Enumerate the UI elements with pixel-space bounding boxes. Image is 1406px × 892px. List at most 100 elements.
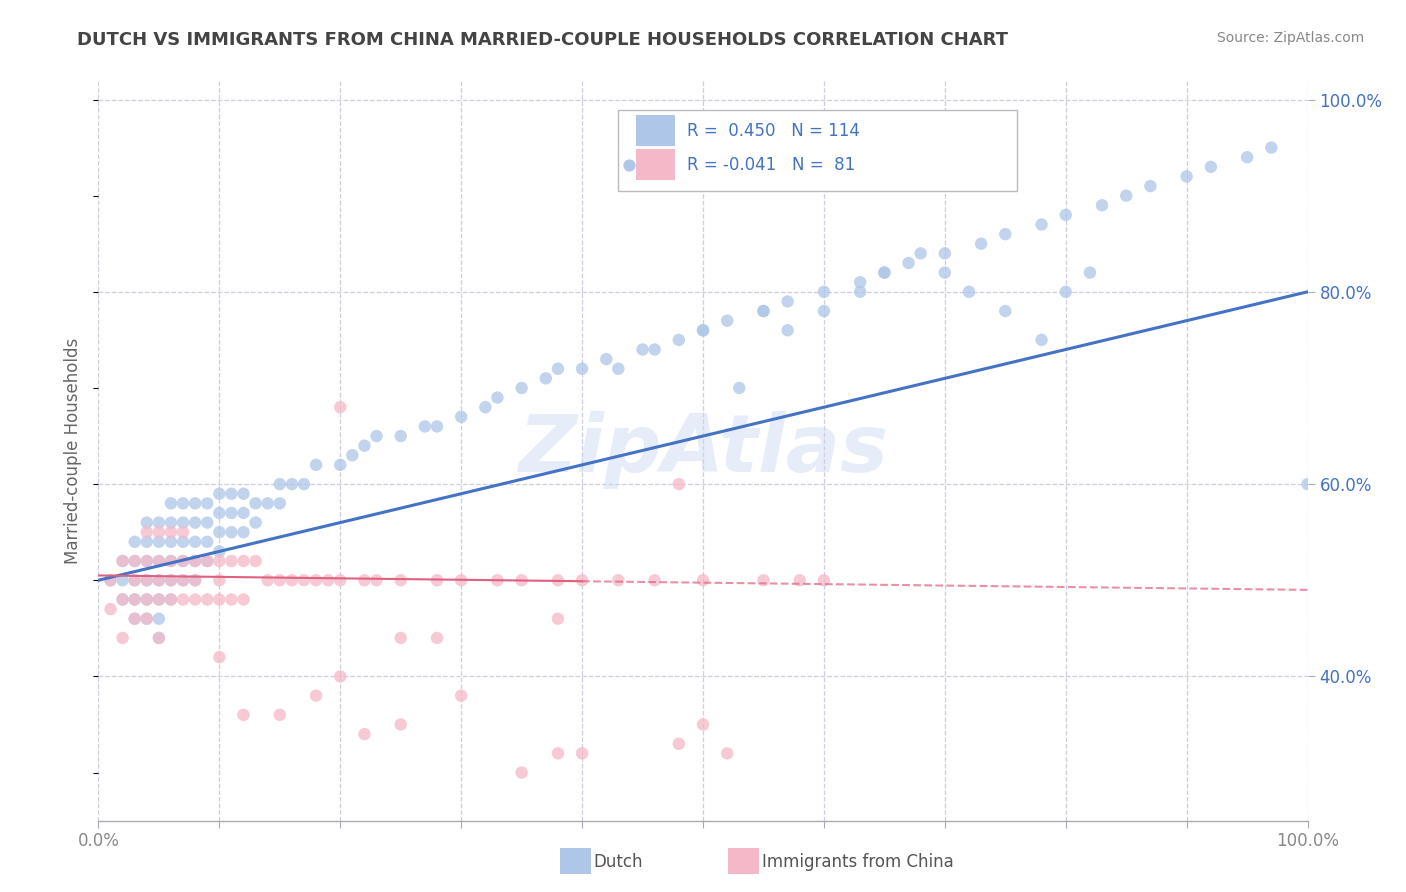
Point	[934, 246, 956, 260]
Point	[571, 574, 593, 588]
Point	[135, 525, 157, 540]
Point	[692, 717, 714, 731]
Point	[813, 574, 835, 588]
Text: R = -0.041   N =  81: R = -0.041 N = 81	[688, 156, 855, 174]
Point	[148, 574, 170, 588]
Point	[100, 574, 122, 588]
Point	[184, 574, 207, 588]
Point	[1139, 179, 1161, 194]
Point	[256, 574, 278, 588]
Point	[1031, 333, 1053, 347]
Point	[232, 707, 254, 722]
Point	[668, 333, 690, 347]
Point	[607, 574, 630, 588]
Point	[353, 727, 375, 741]
Point	[208, 487, 231, 501]
Point	[1054, 208, 1077, 222]
Point	[329, 458, 352, 472]
Point	[184, 534, 207, 549]
Point	[486, 574, 509, 588]
Point	[124, 612, 146, 626]
Point	[232, 525, 254, 540]
Point	[934, 266, 956, 280]
Point	[160, 574, 183, 588]
Point	[426, 631, 449, 645]
Point	[644, 343, 666, 357]
Point	[111, 631, 134, 645]
Text: Immigrants from China: Immigrants from China	[762, 853, 953, 871]
Point	[135, 516, 157, 530]
Point	[547, 612, 569, 626]
Point	[353, 574, 375, 588]
Point	[111, 574, 134, 588]
Point	[208, 554, 231, 568]
Point	[111, 554, 134, 568]
Point	[195, 496, 218, 510]
Point	[450, 689, 472, 703]
Point	[195, 592, 218, 607]
Point	[135, 592, 157, 607]
Point	[571, 361, 593, 376]
Point	[366, 429, 388, 443]
Point	[752, 304, 775, 318]
Point	[1091, 198, 1114, 212]
Point	[148, 592, 170, 607]
Point	[148, 554, 170, 568]
Point	[426, 419, 449, 434]
Point	[208, 544, 231, 558]
Point	[184, 592, 207, 607]
Point	[1115, 188, 1137, 202]
Point	[160, 554, 183, 568]
Point	[208, 506, 231, 520]
Point	[269, 574, 291, 588]
Point	[148, 631, 170, 645]
Point	[329, 574, 352, 588]
Point	[124, 612, 146, 626]
Point	[668, 737, 690, 751]
Point	[305, 458, 328, 472]
Point	[595, 352, 617, 367]
Point	[160, 516, 183, 530]
Point	[353, 439, 375, 453]
Point	[124, 554, 146, 568]
Point	[692, 323, 714, 337]
Point	[195, 534, 218, 549]
Point	[716, 313, 738, 327]
Point	[160, 525, 183, 540]
Point	[389, 574, 412, 588]
Point	[716, 747, 738, 761]
Point	[752, 304, 775, 318]
Point	[148, 574, 170, 588]
Point	[172, 554, 194, 568]
Point	[389, 717, 412, 731]
Point	[221, 487, 243, 501]
Point	[148, 554, 170, 568]
Point	[221, 525, 243, 540]
Point	[292, 477, 315, 491]
Point	[160, 592, 183, 607]
Point	[1296, 477, 1319, 491]
Point	[172, 525, 194, 540]
Point	[910, 246, 932, 260]
Point	[111, 592, 134, 607]
Point	[160, 554, 183, 568]
Point	[232, 592, 254, 607]
Point	[172, 574, 194, 588]
Point	[486, 391, 509, 405]
Point	[305, 574, 328, 588]
Point	[148, 525, 170, 540]
Point	[160, 592, 183, 607]
Point	[644, 574, 666, 588]
FancyBboxPatch shape	[619, 110, 1018, 191]
Point	[619, 202, 641, 216]
Text: ZipAtlas: ZipAtlas	[517, 411, 889, 490]
Point	[994, 304, 1017, 318]
Point	[547, 361, 569, 376]
Text: Dutch: Dutch	[593, 853, 643, 871]
Point	[813, 304, 835, 318]
Point	[195, 516, 218, 530]
Point	[849, 275, 872, 289]
Point	[148, 612, 170, 626]
Point	[195, 554, 218, 568]
Point	[135, 612, 157, 626]
